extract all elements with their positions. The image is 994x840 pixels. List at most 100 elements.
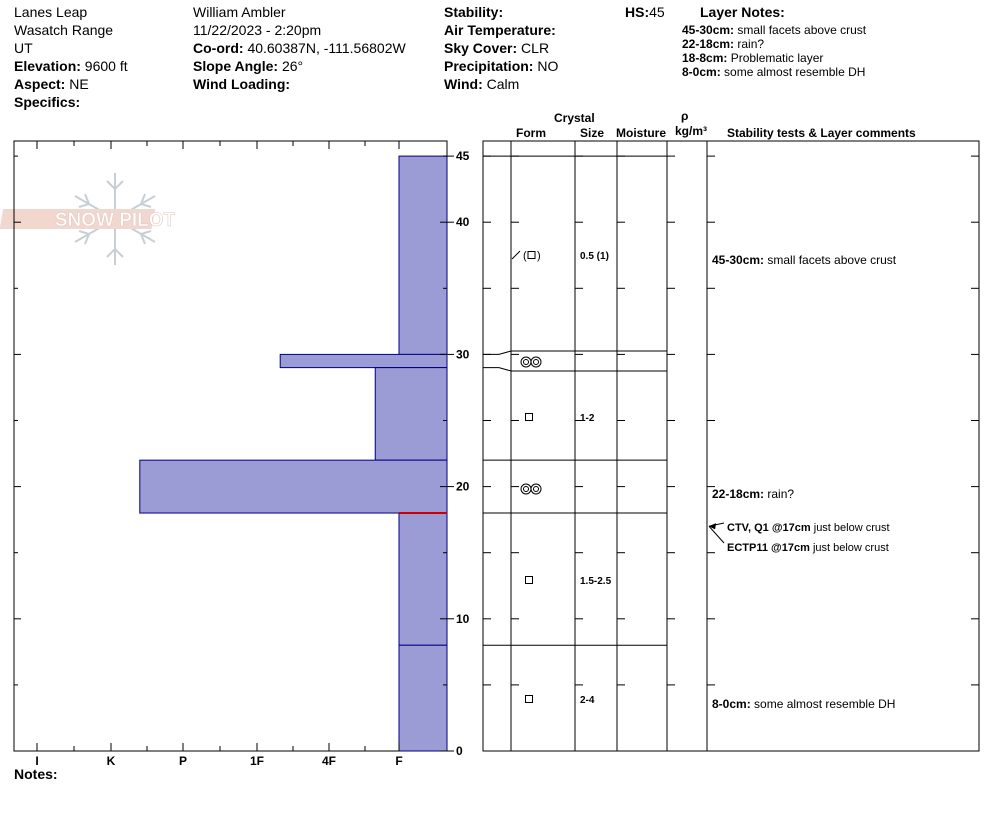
air-temp-label: Air Temperature: [444, 22, 556, 38]
wind-label: Wind: [444, 76, 483, 92]
test-arrow-icon [709, 523, 716, 530]
moisture-header: Moisture [616, 126, 667, 140]
comments-header: Stability tests & Layer comments [727, 126, 916, 140]
elevation-value: 9600 ft [84, 58, 128, 74]
density-unit-header: kg/m³ [675, 124, 708, 138]
crystal-size: 1.5-2.5 [580, 576, 612, 587]
depth-axis: 0 10 20 30 40 45 [14, 149, 470, 758]
layer-comment: 8-0cm: some almost resemble DH [712, 697, 895, 711]
layer-row: 1.5-2.5 [525, 576, 612, 587]
snow-height: HS:45 [625, 4, 665, 20]
crystal-size: 2-4 [580, 695, 595, 706]
crystal-header: Crystal [554, 111, 595, 125]
sky-label: Sky Cover: [444, 40, 518, 56]
hardness-bar [279, 353, 448, 369]
layer-row [520, 356, 542, 368]
location-name: Lanes Leap [14, 4, 88, 20]
sky-cover: Sky Cover: CLR [444, 40, 549, 56]
observer-name: William Ambler [193, 4, 286, 20]
depth-tick-label: 45 [456, 149, 470, 163]
rounding-facet-icon: ) [537, 250, 541, 262]
hs-label: HS: [625, 4, 650, 20]
hardness-tick-label: P [179, 754, 187, 768]
melt-form-icon [523, 486, 529, 492]
layer-note-item: 18-8cm: Problematic layer [682, 51, 824, 65]
layer-row: 1-2 [525, 413, 595, 424]
facet-crystal-icon [525, 413, 533, 421]
slope-label: Slope Angle: [193, 58, 279, 74]
wind-loading-label: Wind Loading: [193, 76, 291, 92]
coordinates: Co-ord: 40.60387N, -111.56802W [193, 40, 406, 56]
stability-test: CTV, Q1 @17cm just below crust [727, 522, 890, 534]
depth-tick-label: 30 [456, 347, 470, 361]
test-pointer [708, 525, 725, 544]
depth-tick-label: 10 [456, 612, 470, 626]
layer-note-item: 45-30cm: small facets above crust [682, 23, 867, 37]
melt-form-icon [533, 486, 539, 492]
layer-rows: () 0.5 (1) 45-30cm: small facets above cru… [483, 155, 897, 711]
aspect-value: NE [69, 76, 89, 92]
form-header: Form [516, 126, 546, 140]
melt-form-icon [530, 356, 542, 368]
depth-tick-label: 20 [456, 480, 470, 494]
aspect-label: Aspect: [14, 76, 66, 92]
rounding-facet-icon: ( [523, 250, 527, 262]
layer-note-item: 8-0cm: some almost resemble DH [682, 65, 866, 79]
facet-crystal-icon [525, 576, 533, 584]
hardness-axis-ticks: I K P 1F 4F F [35, 141, 403, 768]
stability-tests: CTV, Q1 @17cm just below crust ECTP11 @17… [708, 522, 890, 554]
hardness-tick-label: F [395, 754, 402, 768]
observation-datetime: 11/22/2023 - 2:20pm [193, 22, 322, 38]
layer-boundary [483, 367, 667, 372]
layer-row: 2-4 8-0cm: some almost resemble DH [525, 695, 895, 711]
state-name: UT [14, 40, 33, 56]
facet-crystal-icon [525, 695, 533, 703]
sky-value: CLR [521, 40, 550, 56]
slope-value: 26° [281, 58, 304, 74]
hardness-bars [139, 155, 448, 752]
logo-text: SNOW PILOT [55, 210, 176, 231]
layer-notes-title: Layer Notes: [700, 4, 785, 20]
aspect: Aspect: NE [14, 76, 89, 92]
hardness-tick-label: 1F [250, 754, 264, 768]
coord-value: 40.60387N, -111.56802W [247, 40, 406, 56]
hardness-bar [398, 644, 448, 752]
hardness-bar [398, 155, 448, 355]
layer-boundary [483, 350, 667, 355]
melt-form-icon [530, 483, 542, 495]
crystal-size: 0.5 (1) [580, 251, 609, 262]
elevation-label: Elevation: [14, 58, 81, 74]
precipitation: Precipitation: NO [444, 58, 558, 74]
rounding-facet-icon [511, 250, 521, 260]
hardness-tick-label: K [107, 754, 116, 768]
hs-value: 45 [649, 4, 665, 20]
precip-label: Precipitation: [444, 58, 534, 74]
hardness-bar [139, 459, 448, 514]
crystal-size: 1-2 [580, 413, 595, 424]
layer-comment: 45-30cm: small facets above crust [712, 253, 897, 267]
layer-row: () 0.5 (1) 45-30cm: small facets above cru… [511, 250, 897, 267]
layer-note-item: 22-18cm: rain? [682, 37, 765, 51]
size-header: Size [580, 126, 605, 140]
melt-form-icon [523, 359, 529, 365]
layer-row: 22-18cm: rain? [520, 483, 794, 501]
specifics-label: Specifics: [14, 94, 81, 110]
rounding-facet-icon [527, 251, 536, 259]
rho-header: ρ [681, 109, 689, 123]
hardness-bar [374, 367, 448, 461]
depth-tick-label: 40 [456, 215, 470, 229]
notes-label: Notes: [14, 766, 58, 782]
hardness-bar [398, 512, 448, 646]
stability-label: Stability: [444, 4, 504, 20]
melt-form-icon [533, 359, 539, 365]
wind-value: Calm [486, 76, 520, 92]
range-name: Wasatch Range [14, 22, 114, 38]
wind: Wind: Calm [444, 76, 519, 92]
snowpilot-logo: SNOW PILOT [0, 173, 176, 265]
logo-band [0, 209, 156, 229]
melt-form-icon [520, 483, 532, 495]
precip-value: NO [537, 58, 559, 74]
hardness-tick-label: 4F [322, 754, 336, 768]
layer-comment: 22-18cm: rain? [712, 487, 794, 501]
